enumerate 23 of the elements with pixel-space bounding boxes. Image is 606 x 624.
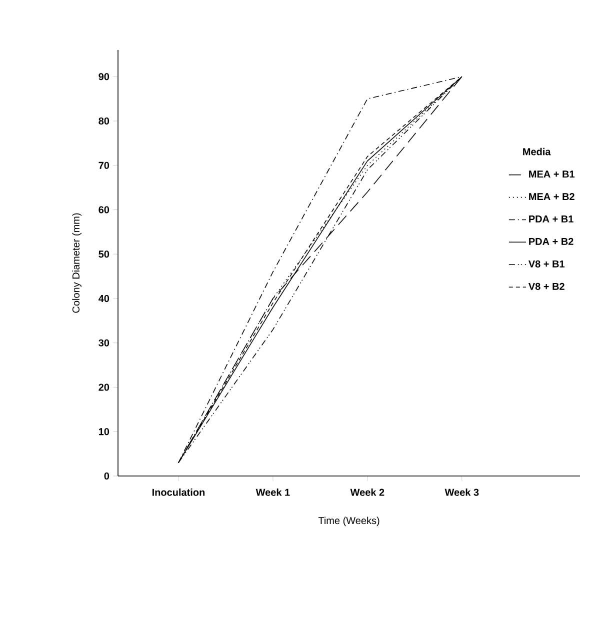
y-axis-title: Colony Diameter (mm) [72, 213, 82, 313]
legend-label: MEA + B2 [529, 193, 574, 200]
x-tick-label: Week 1 [256, 488, 290, 496]
y-tick-label: 20 [98, 384, 110, 391]
legend-label: MEA + B1 [529, 170, 575, 178]
x-axis-title: Time (Weeks) [318, 516, 380, 526]
y-tick-label: 50 [98, 250, 110, 258]
y-tick-label: 40 [98, 294, 110, 302]
y-tick-label: 10 [98, 428, 110, 436]
y-tick-label: 90 [98, 73, 110, 80]
y-tick-label: 80 [98, 117, 110, 125]
legend-label: V8 + B1 [528, 260, 565, 268]
y-tick-label: 60 [98, 206, 110, 214]
legend-label: V8 + B2 [528, 282, 564, 290]
legend-title: Media [523, 148, 551, 156]
x-tick-label: Inoculation [152, 488, 205, 496]
y-tick-label: 30 [98, 339, 110, 346]
x-tick-label: Week 2 [350, 488, 384, 496]
legend-label: PDA + B1 [529, 216, 574, 222]
x-tick-label: Week 3 [444, 488, 479, 496]
y-tick-label: 0 [104, 472, 110, 480]
legend-label: PDA + B2 [529, 238, 574, 245]
y-tick-label: 70 [98, 162, 110, 169]
